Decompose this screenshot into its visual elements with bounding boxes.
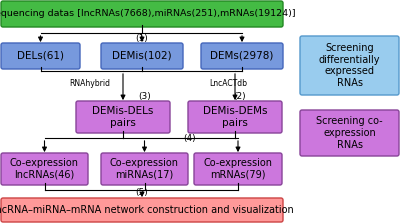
FancyBboxPatch shape: [101, 153, 188, 185]
FancyBboxPatch shape: [194, 153, 282, 185]
FancyBboxPatch shape: [188, 101, 282, 133]
Text: DEMis-DEMs
pairs: DEMis-DEMs pairs: [203, 106, 267, 128]
Text: Co-expression
mRNAs(79): Co-expression mRNAs(79): [204, 158, 272, 180]
Text: (1): (1): [136, 33, 148, 43]
Text: LncRNA–miRNA–mRNA network construction and visualization: LncRNA–miRNA–mRNA network construction a…: [0, 205, 294, 215]
FancyBboxPatch shape: [201, 43, 283, 69]
FancyBboxPatch shape: [1, 198, 283, 222]
FancyBboxPatch shape: [1, 153, 88, 185]
FancyBboxPatch shape: [300, 36, 399, 95]
FancyBboxPatch shape: [1, 1, 283, 27]
Text: DELs(61): DELs(61): [17, 51, 64, 61]
FancyBboxPatch shape: [300, 110, 399, 156]
Text: Screening co-
expression
RNAs: Screening co- expression RNAs: [316, 116, 383, 150]
Text: (5): (5): [136, 188, 148, 196]
Text: (2): (2): [234, 93, 246, 101]
Text: (4): (4): [184, 134, 196, 142]
Text: DEMs(2978): DEMs(2978): [210, 51, 274, 61]
Text: Co-expression
lncRNAs(46): Co-expression lncRNAs(46): [10, 158, 79, 180]
FancyBboxPatch shape: [101, 43, 183, 69]
Text: Sequencing datas [lncRNAs(7668),miRNAs(251),mRNAs(19124)]: Sequencing datas [lncRNAs(7668),miRNAs(2…: [0, 10, 295, 19]
Text: LncACTdb: LncACTdb: [209, 78, 247, 87]
FancyBboxPatch shape: [1, 43, 80, 69]
FancyBboxPatch shape: [76, 101, 170, 133]
Text: Screening
differentially
expressed
RNAs: Screening differentially expressed RNAs: [319, 43, 380, 88]
Text: (3): (3): [139, 93, 151, 101]
Text: DEMis-DELs
pairs: DEMis-DELs pairs: [92, 106, 154, 128]
Text: Co-expression
miRNAs(17): Co-expression miRNAs(17): [110, 158, 179, 180]
Text: DEMis(102): DEMis(102): [112, 51, 172, 61]
Text: RNAhybrid: RNAhybrid: [70, 78, 110, 87]
